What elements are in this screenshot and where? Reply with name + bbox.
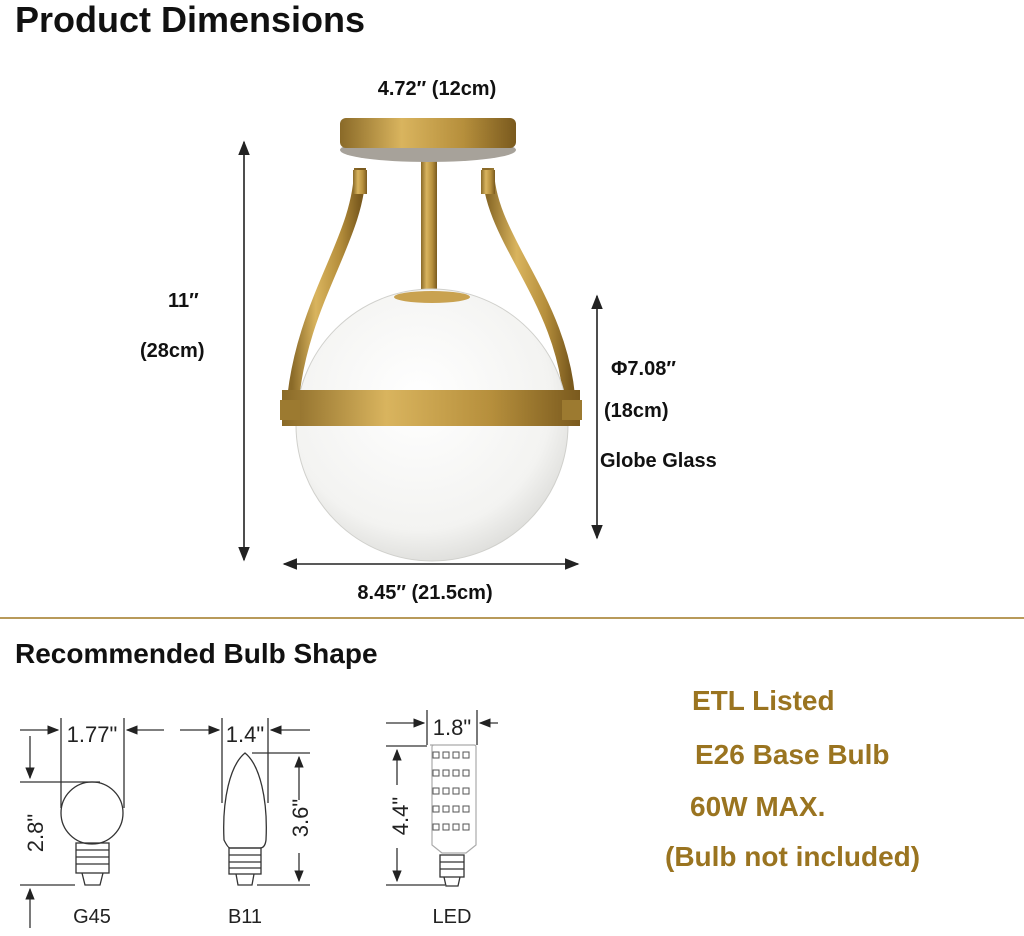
total-width-label: 8.45″ (21.5cm): [357, 582, 492, 604]
height-in-label: 11″: [168, 290, 199, 312]
led-chip: [432, 805, 440, 813]
led-chip: [462, 787, 470, 795]
brass-band: [282, 390, 580, 426]
globe-cm-label: (18cm): [604, 400, 668, 422]
globe-fitter: [394, 291, 470, 303]
led-chip: [462, 805, 470, 813]
spec-bulb-note: (Bulb not included): [665, 841, 920, 872]
center-stem: [421, 160, 437, 310]
led-chip: [432, 751, 440, 759]
led-chip: [452, 823, 460, 831]
g45-height: 2.8": [23, 814, 48, 852]
g45-width: 1.77": [67, 722, 118, 747]
led-chip: [442, 805, 450, 813]
led-name: LED: [433, 906, 472, 928]
spec-wattage: 60W MAX.: [690, 791, 825, 822]
spec-etl: ETL Listed: [692, 685, 835, 716]
g45-name: G45: [73, 906, 111, 928]
led-width: 1.8": [433, 715, 471, 740]
globe-glass-label: Globe Glass: [600, 450, 717, 472]
b11-name: B11: [228, 906, 262, 928]
led-height: 4.4": [388, 797, 413, 835]
globe-diameter-label: Φ7.08″: [611, 358, 676, 380]
led-chip: [462, 751, 470, 759]
led-chip: [452, 769, 460, 777]
led-chip: [442, 787, 450, 795]
led-chip: [442, 823, 450, 831]
bulb-section-title: Recommended Bulb Shape: [15, 638, 378, 669]
b11-height: 3.6": [288, 799, 313, 837]
led-chip: [432, 787, 440, 795]
spec-base: E26 Base Bulb: [695, 739, 890, 770]
height-cm-label: (28cm): [140, 340, 204, 362]
page-title: Product Dimensions: [15, 0, 365, 40]
led-chip: [462, 769, 470, 777]
led-chip: [462, 823, 470, 831]
led-chip: [432, 769, 440, 777]
led-chip: [452, 787, 460, 795]
right-arm: [482, 167, 576, 411]
canopy-width-label: 4.72″ (12cm): [378, 78, 497, 100]
left-arm: [286, 167, 366, 411]
bulb-b11: 1.4" 3.6" B11: [180, 718, 313, 928]
led-chip: [442, 769, 450, 777]
led-chip: [452, 751, 460, 759]
led-chip: [442, 751, 450, 759]
bulb-g45: 1.77" 2.8" G45: [20, 718, 164, 928]
led-chip: [432, 823, 440, 831]
b11-width: 1.4": [226, 722, 264, 747]
ceiling-light-illustration: [280, 118, 582, 562]
bulb-led: 1.8" 4.4" LED: [386, 710, 498, 928]
led-chip: [452, 805, 460, 813]
canopy: [340, 118, 516, 148]
